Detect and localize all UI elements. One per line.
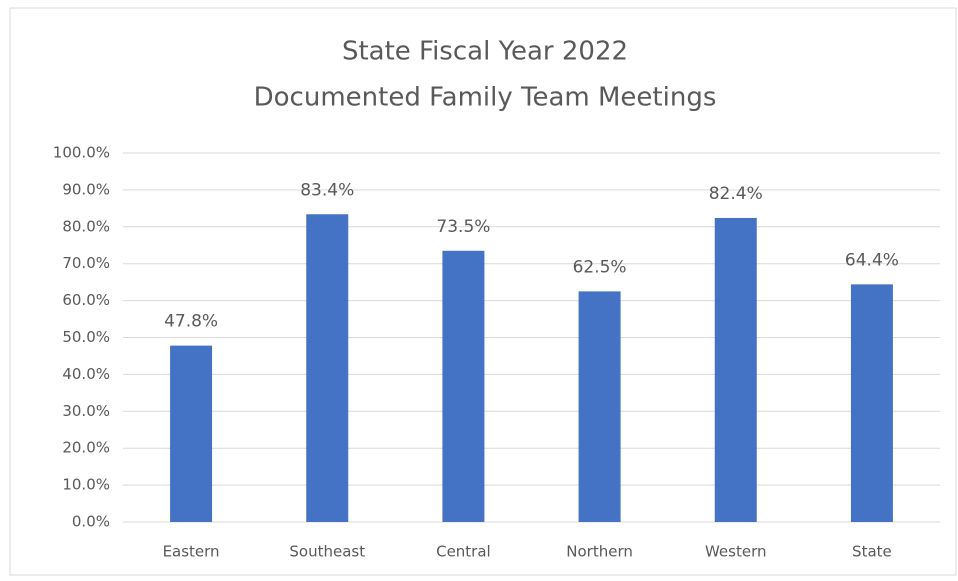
x-tick-label: Central: [436, 543, 491, 561]
data-label: 47.8%: [164, 312, 218, 332]
x-tick-label: Northern: [566, 543, 633, 561]
x-tick-label: Southeast: [289, 543, 365, 561]
x-tick-label: State: [852, 543, 892, 561]
bar: [442, 250, 485, 522]
data-label: 83.4%: [300, 180, 354, 200]
y-tick-label: 30.0%: [62, 402, 110, 420]
y-tick-label: 100.0%: [53, 144, 110, 162]
y-tick-label: 40.0%: [62, 365, 110, 383]
data-label: 64.4%: [845, 250, 899, 270]
y-tick-label: 0.0%: [72, 513, 110, 531]
bar: [850, 284, 893, 522]
x-tick-label: Western: [705, 543, 767, 561]
bar: [578, 291, 621, 522]
data-label: 62.5%: [573, 257, 627, 277]
y-tick-label: 50.0%: [62, 328, 110, 346]
bar: [170, 345, 213, 522]
y-tick-label: 60.0%: [62, 291, 110, 309]
y-tick-label: 90.0%: [62, 180, 110, 198]
y-tick-label: 10.0%: [62, 476, 110, 494]
bar: [714, 217, 757, 522]
y-tick-label: 20.0%: [62, 439, 110, 457]
chart-title: Documented Family Team Meetings: [254, 83, 717, 113]
bar: [306, 214, 349, 522]
x-tick-label: Eastern: [163, 543, 220, 561]
data-label: 73.5%: [436, 217, 490, 237]
y-tick-label: 80.0%: [62, 217, 110, 235]
y-tick-label: 70.0%: [62, 254, 110, 272]
chart-title: State Fiscal Year 2022: [342, 37, 628, 67]
data-label: 82.4%: [709, 184, 763, 204]
